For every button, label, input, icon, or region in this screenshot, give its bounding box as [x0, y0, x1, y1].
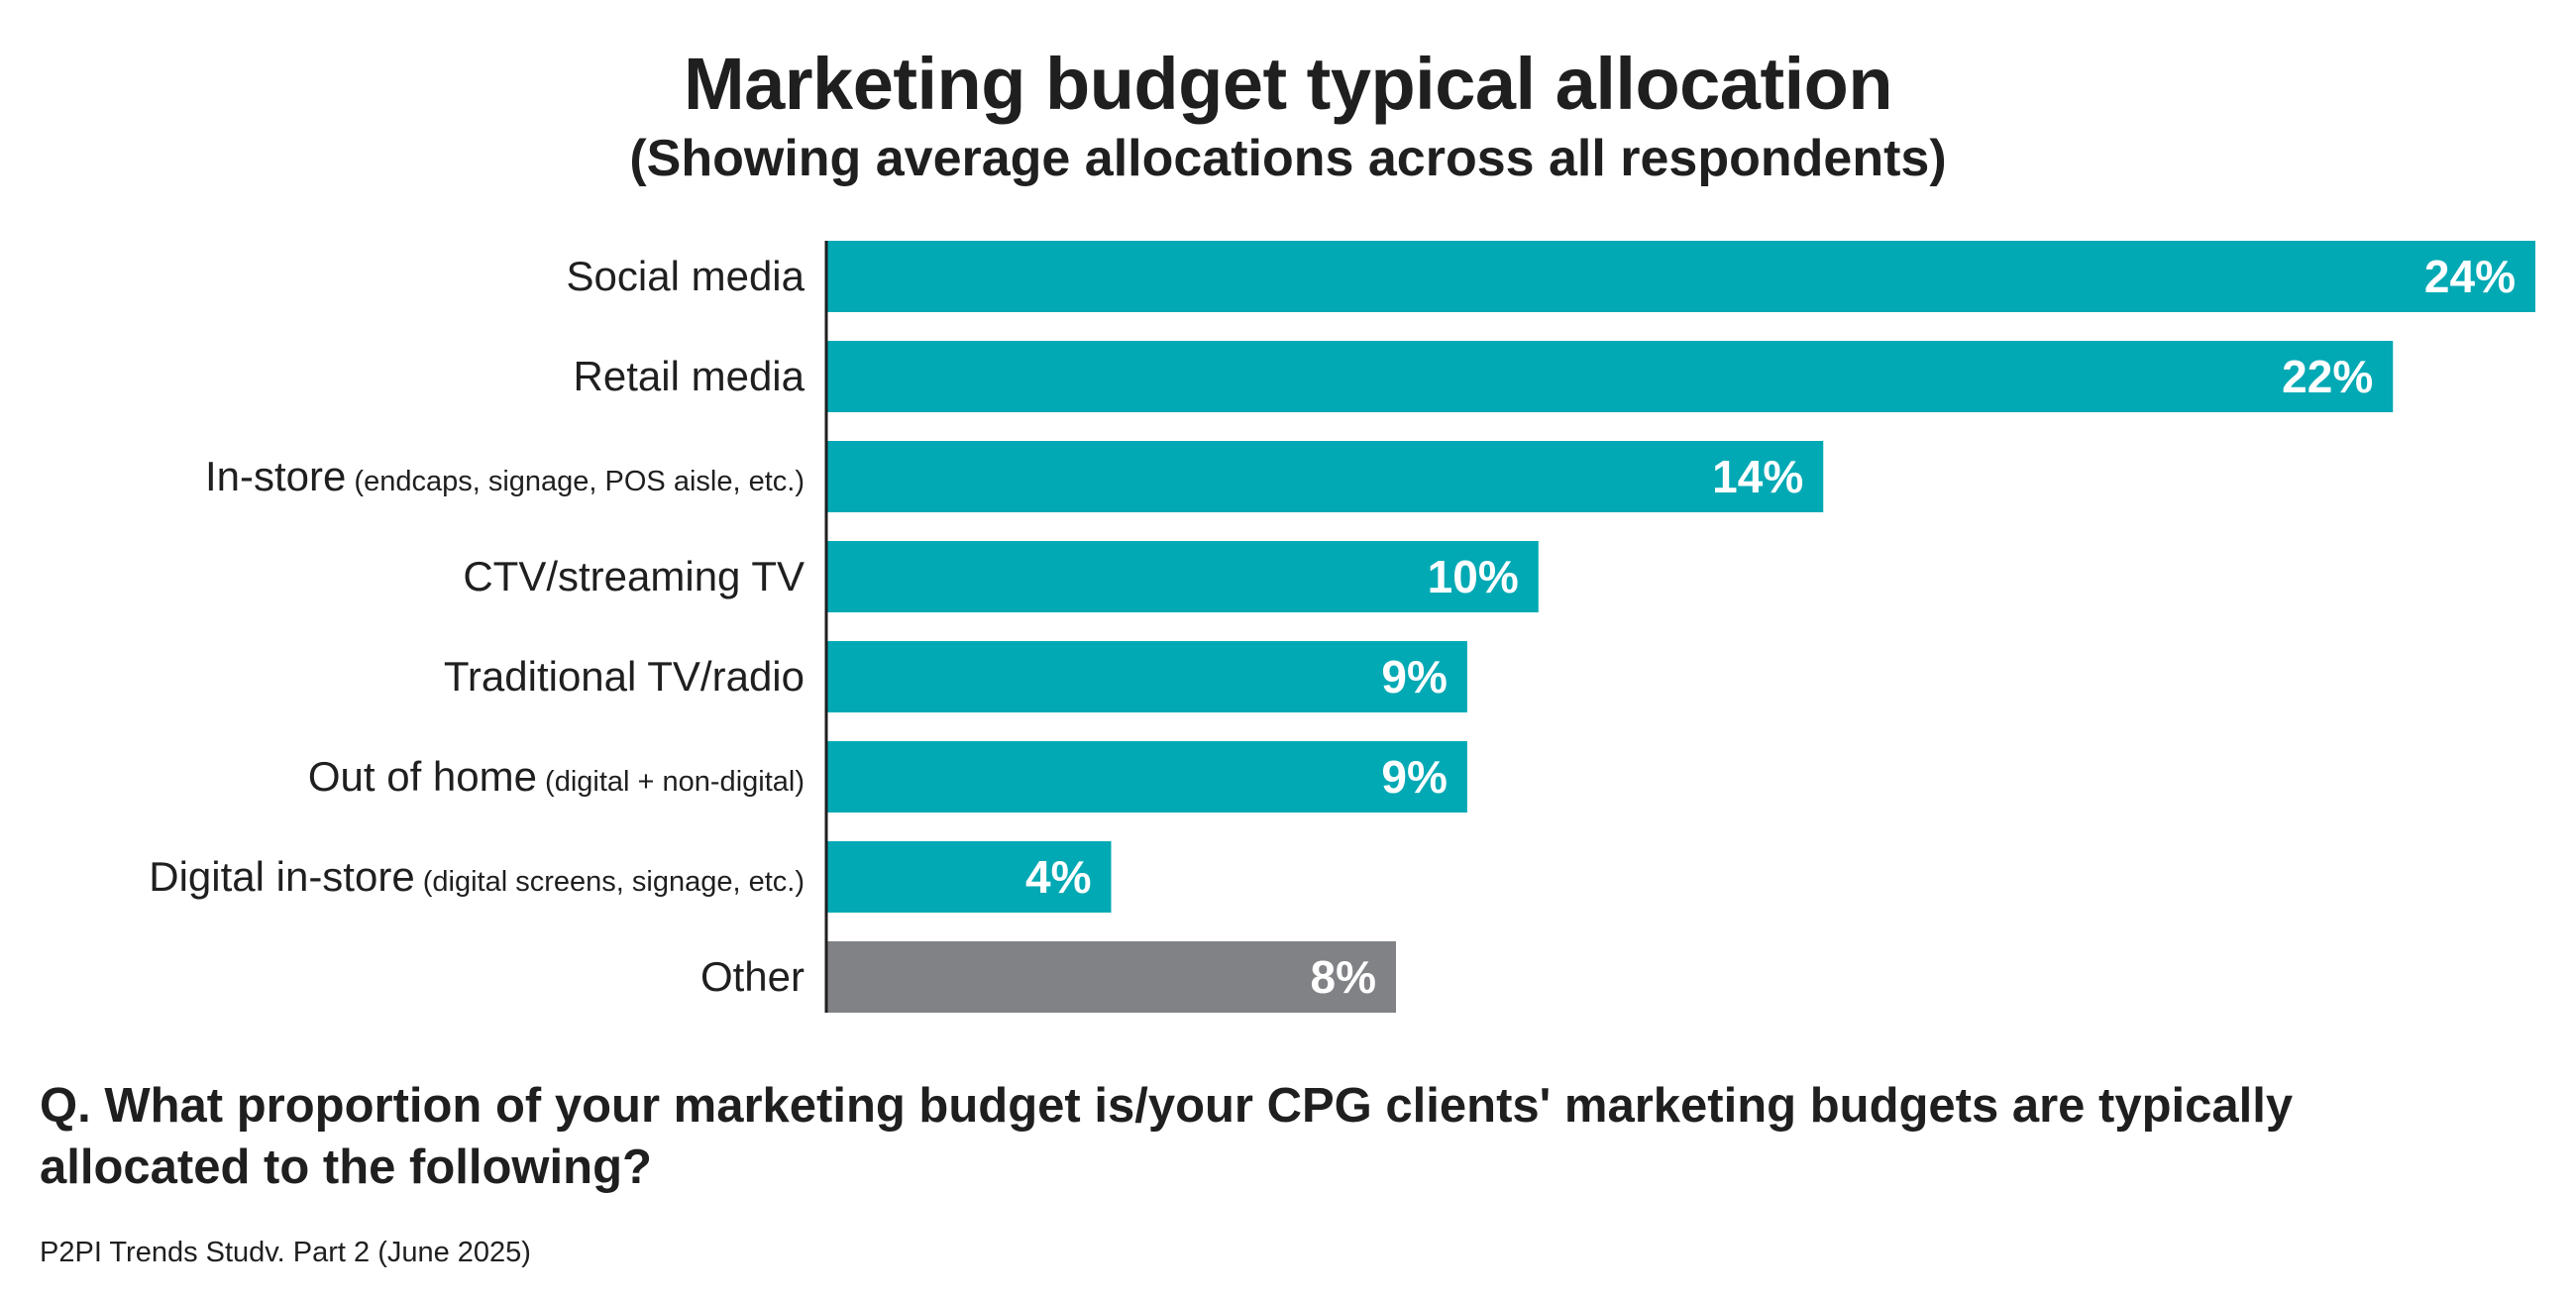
source-note: P2PI Trends Studv. Part 2 (June 2025) — [40, 1237, 531, 1268]
category-note: (digital screens, signage, etc.) — [415, 866, 805, 898]
category-label: Other — [700, 953, 805, 1000]
category-label: In-store (endcaps, signage, POS aisle, e… — [205, 453, 805, 499]
category-name: Other — [700, 953, 805, 1000]
category-name: Traditional TV/radio — [444, 653, 805, 700]
data-label: 4% — [1025, 851, 1091, 903]
chart-title: Marketing budget typical allocation — [683, 43, 1893, 125]
category-note: (digital + non-digital) — [537, 766, 805, 798]
category-note: (endcaps, signage, POS aisle, etc.) — [346, 466, 805, 497]
data-label: 24% — [2424, 251, 2516, 302]
data-label: 14% — [1712, 451, 1803, 502]
category-label: Out of home (digital + non-digital) — [308, 753, 805, 800]
data-label: 8% — [1311, 951, 1376, 1003]
bar — [826, 341, 2394, 412]
category-name: Social media — [567, 253, 805, 299]
category-name: Out of home — [308, 753, 537, 800]
category-label: Retail media — [574, 353, 805, 399]
data-label: 10% — [1428, 551, 1519, 602]
bar-chart: 24% Social media 22% Retail media 14% In-stor… — [149, 241, 2535, 1013]
category-name: Retail media — [574, 353, 805, 399]
survey-question: Q. What proportion of your marketing bud… — [40, 1079, 2294, 1194]
chart-subtitle: (Showing average allocations across all … — [629, 130, 1947, 187]
bar — [826, 641, 1467, 712]
bar — [826, 741, 1467, 813]
bar — [826, 841, 1112, 913]
data-label: 22% — [2282, 351, 2373, 402]
category-name: In-store — [205, 453, 346, 499]
bar — [826, 941, 1396, 1013]
bar — [826, 241, 2535, 312]
bar — [826, 441, 1824, 512]
data-label: 9% — [1381, 651, 1447, 703]
bar — [826, 541, 1539, 612]
data-label: 9% — [1381, 751, 1447, 803]
category-label: CTV/streaming TV — [463, 553, 805, 599]
category-label: Traditional TV/radio — [444, 653, 805, 700]
category-name: CTV/streaming TV — [463, 553, 805, 599]
category-name: Digital in-store — [149, 853, 414, 900]
category-label: Digital in-store (digital screens, signa… — [149, 853, 805, 900]
category-label: Social media — [567, 253, 805, 299]
